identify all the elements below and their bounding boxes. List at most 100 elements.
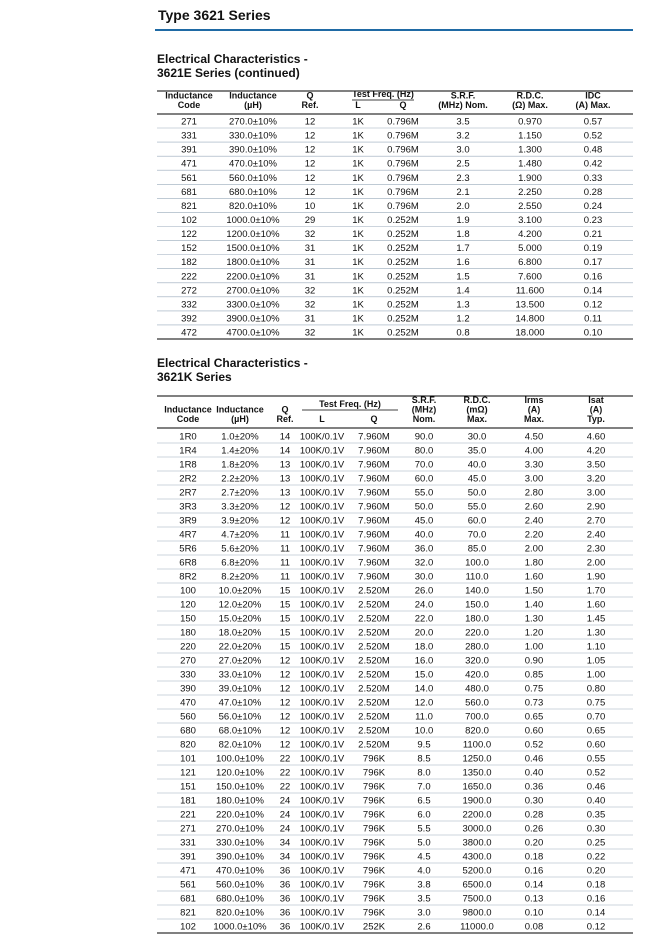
table-cell: 220 [180, 642, 196, 653]
table-cell: 3.3±20% [221, 502, 259, 513]
table-cell: 821 [180, 908, 196, 919]
table-cell: 40.0 [468, 460, 487, 471]
table-cell: 390.0±10% [229, 145, 278, 156]
table-cell: 34 [280, 852, 291, 863]
table-cell: 152 [181, 243, 197, 254]
table-cell: 0.08 [525, 922, 544, 933]
table-cell: 30.0 [468, 432, 487, 443]
table-cell: 0.90 [525, 656, 544, 667]
table-cell: 0.65 [525, 712, 544, 723]
table-cell: 0.23 [584, 215, 603, 226]
table-cell: 31 [305, 243, 316, 254]
table-cell: 390.0±10% [216, 852, 265, 863]
table-cell: 22 [280, 754, 291, 765]
table-cell: 70.0 [415, 460, 434, 471]
table-cell: 1.2 [456, 313, 469, 324]
table-cell: 100K/0.1V [300, 698, 345, 709]
table-cell: 1K [352, 299, 364, 310]
table-cell: 320.0 [465, 656, 489, 667]
table-cell: 100K/0.1V [300, 446, 345, 457]
column-header: (MHz) Nom. [438, 100, 488, 110]
table-cell: 0.57 [584, 117, 603, 128]
table-cell: 12 [280, 740, 291, 751]
table-cell: 12 [280, 656, 291, 667]
table-cell: 7.960M [358, 572, 390, 583]
table-cell: 13 [280, 474, 291, 485]
table-cell: 3000.0 [462, 824, 491, 835]
table-cell: 3.0 [456, 145, 469, 156]
table-cell: 2.520M [358, 656, 390, 667]
column-header: Q [370, 414, 377, 424]
table-cell: 252K [363, 922, 386, 933]
table-cell: 26.0 [415, 586, 434, 597]
table-cell: 681 [180, 894, 196, 905]
table-cell: 796K [363, 796, 386, 807]
table-cell: 2.520M [358, 670, 390, 681]
table-cell: 1K [352, 159, 364, 170]
table-cell: 50.0 [415, 502, 434, 513]
table-cell: 121 [180, 768, 196, 779]
table-cell: 3.00 [587, 488, 606, 499]
column-header: L [355, 100, 361, 110]
table-cell: 6.5 [417, 796, 430, 807]
column-header: Ref. [276, 414, 293, 424]
table-cell: 390 [180, 684, 196, 695]
table-cell: 0.30 [587, 824, 606, 835]
table-cell: 0.16 [587, 894, 606, 905]
table-cell: 100K/0.1V [300, 460, 345, 471]
column-header: L [319, 414, 325, 424]
table-cell: 22 [280, 782, 291, 793]
table-cell: 4.7±20% [221, 530, 259, 541]
table-cell: 0.20 [587, 866, 606, 877]
table-cell: 2.00 [587, 558, 606, 569]
table-cell: 1K [352, 173, 364, 184]
table-cell: 0.970 [518, 117, 542, 128]
table-cell: 12 [305, 187, 316, 198]
table-cell: 11.600 [516, 285, 544, 296]
table-cell: 0.16 [525, 866, 544, 877]
column-header: (mΩ) [466, 405, 487, 415]
table-cell: 180 [180, 628, 196, 639]
table-cell: 0.252M [387, 229, 419, 240]
table-cell: 31 [305, 271, 316, 282]
table-cell: 0.85 [525, 670, 544, 681]
table-cell: 1K [352, 257, 364, 268]
table-cell: 0.10 [584, 328, 603, 339]
table-cell: 100K/0.1V [300, 768, 345, 779]
column-header: Max. [524, 414, 544, 424]
table-cell: 0.73 [525, 698, 544, 709]
table-cell: 1.10 [587, 642, 606, 653]
table-cell: 0.796M [387, 187, 419, 198]
column-header: Code [178, 100, 201, 110]
column-header: Q [399, 100, 406, 110]
table-cell: 1K [352, 243, 364, 254]
table-cell: 0.14 [584, 285, 603, 296]
table-cell: 102 [180, 922, 196, 933]
table-cell: 0.18 [525, 852, 544, 863]
table-cell: 180.0 [465, 614, 489, 625]
table-cell: 100K/0.1V [300, 530, 345, 541]
table-cell: 0.55 [587, 754, 606, 765]
table-cell: 12 [280, 726, 291, 737]
table-cell: 0.75 [587, 698, 606, 709]
table-cell: 1.900 [518, 173, 542, 184]
table-cell: 1K [352, 328, 364, 339]
table-cell: 1.150 [518, 131, 542, 142]
table-cell: 796K [363, 894, 386, 905]
table-cell: 2.40 [587, 530, 606, 541]
table-cell: 12 [305, 145, 316, 156]
table-cell: 5200.0 [462, 866, 491, 877]
table-cell: 470.0±10% [229, 159, 278, 170]
table-cell: 2.520M [358, 712, 390, 723]
table-cell: 1.30 [525, 614, 544, 625]
table-cell: 12.0 [415, 698, 434, 709]
table-cell: 392 [181, 313, 197, 324]
table-cell: 1650.0 [462, 782, 491, 793]
table-cell: 471 [181, 159, 197, 170]
table-cell: 0.52 [587, 768, 606, 779]
column-header: (µH) [244, 100, 262, 110]
table-cell: 100K/0.1V [300, 754, 345, 765]
table-cell: 7500.0 [462, 894, 491, 905]
table-cell: 0.252M [387, 243, 419, 254]
table-cell: 3.50 [587, 460, 606, 471]
